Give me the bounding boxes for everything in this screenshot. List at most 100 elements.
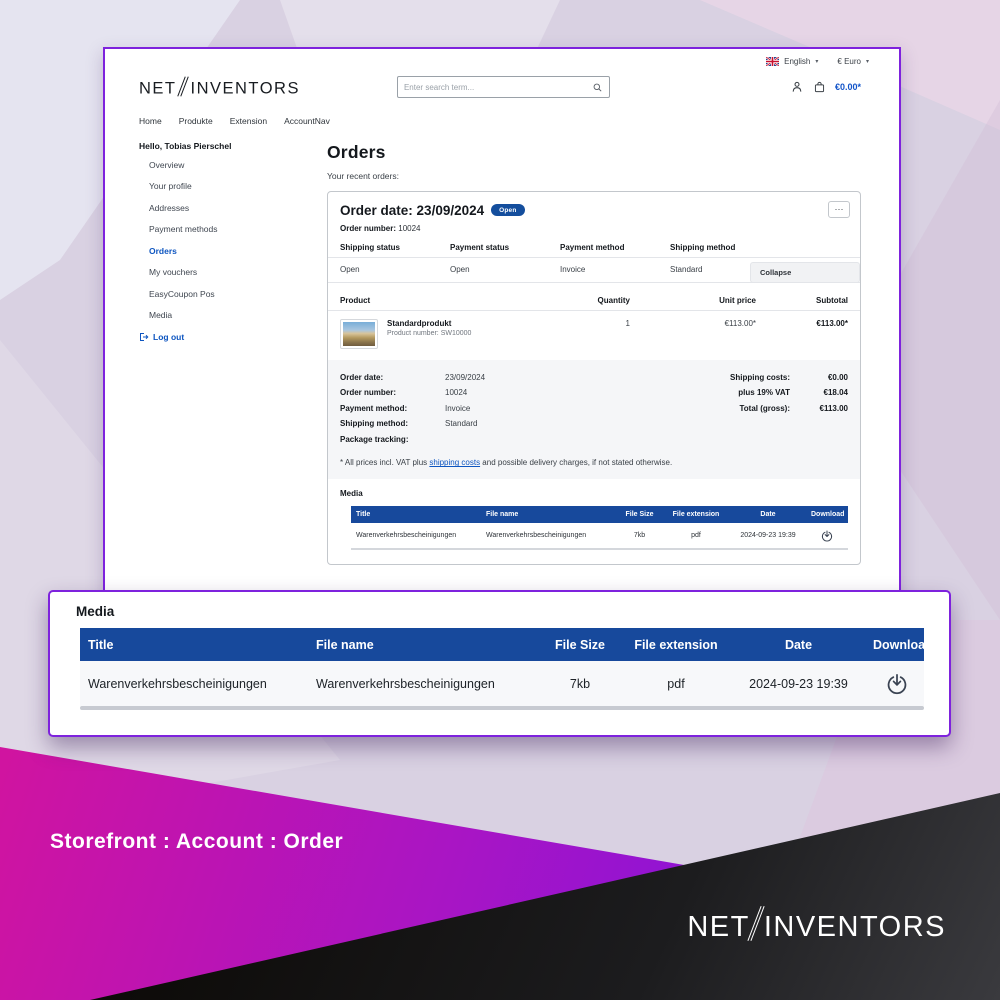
cart-bag-icon[interactable]: [813, 80, 826, 94]
val-shipping-method: Standard: [670, 264, 703, 274]
logout-button[interactable]: Log out: [139, 332, 291, 342]
slide-caption: Storefront : Account : Order: [50, 830, 344, 853]
product-row: Standardprodukt Product number: SW10000 …: [328, 311, 860, 360]
top-bar: English ▾ € Euro ▾: [105, 49, 899, 66]
media-cell-date: 2024-09-23 19:39: [749, 676, 848, 691]
media-title: Media: [340, 489, 363, 499]
detail-value: 10024: [445, 388, 468, 398]
logo-text: NET: [139, 79, 177, 98]
media-col-title: Title: [88, 637, 114, 652]
col-quantity: Quantity: [597, 295, 630, 305]
download-icon[interactable]: [821, 530, 833, 542]
total-label: Shipping costs:: [730, 372, 790, 382]
order-date-heading: Order date: 23/09/2024: [340, 202, 485, 218]
account-sidebar: Hello, Tobias Pierschel Overview Your pr…: [139, 141, 291, 566]
sidebar-item-your-profile[interactable]: Your profile: [149, 181, 192, 192]
media-col-file-extension: File extension: [672, 511, 720, 519]
val-shipping-status: Open: [340, 264, 360, 274]
sidebar-item-payment-methods[interactable]: Payment methods: [149, 224, 218, 235]
media-cell-file-size: 7kb: [569, 676, 591, 691]
logo-text: NET: [687, 911, 750, 944]
search-box: [396, 76, 610, 99]
media-cell-file-extension: pdf: [667, 676, 685, 691]
detail-label: Payment method:: [340, 403, 408, 413]
cart-total[interactable]: €0.00*: [834, 82, 861, 93]
media-callout-card: Media Title File name File Size File ext…: [48, 590, 951, 737]
media-table: Title File name File Size File extension…: [351, 506, 848, 551]
search-icon[interactable]: [592, 82, 603, 93]
product-number-label: Product number:: [387, 329, 439, 337]
product-number-value: SW10000: [440, 329, 472, 337]
media-cell-title: Warenverkehrsbescheinigungen: [356, 532, 457, 540]
collapse-button[interactable]: Collapse: [750, 261, 860, 283]
order-status-headers: Shipping status Payment status Payment m…: [328, 243, 860, 258]
nav-item-accountnav[interactable]: AccountNav: [284, 115, 330, 126]
val-payment-status: Open: [450, 264, 470, 274]
total-label: plus 19% VAT: [738, 388, 790, 398]
chevron-down-icon[interactable]: ▾: [865, 59, 869, 65]
val-payment-method: Invoice: [560, 264, 586, 274]
media-col-file-extension: File extension: [634, 637, 718, 652]
media-col-file-name: File name: [316, 637, 374, 652]
storefront-screenshot: English ▾ € Euro ▾ NET INVENTORS €0.00* H…: [103, 47, 901, 617]
nav-item-produkte[interactable]: Produkte: [178, 115, 213, 126]
media-cell-file-name: Warenverkehrsbescheinigungen: [486, 532, 587, 540]
media-section: Media Title File name File Size File ext…: [328, 479, 860, 564]
sidebar-item-addresses[interactable]: Addresses: [149, 202, 190, 213]
product-image[interactable]: [340, 318, 378, 349]
order-card: Order date: 23/09/2024 Open ··· Order nu…: [327, 190, 861, 566]
netinventors-logo: NET INVENTORS: [687, 905, 946, 944]
media-cell-file-extension: pdf: [691, 532, 701, 540]
order-number-label: Order number:: [340, 223, 397, 233]
media-cell-file-size: 7kb: [633, 532, 646, 540]
col-shipping-method: Shipping method: [670, 242, 736, 252]
main-nav: Home Produkte Extension AccountNav: [105, 99, 899, 126]
col-payment-status: Payment status: [450, 242, 510, 252]
search-input[interactable]: [403, 82, 592, 92]
page-subtitle: Your recent orders:: [327, 170, 399, 181]
logout-icon: [140, 332, 149, 341]
account-icon[interactable]: [790, 80, 804, 94]
sidebar-item-my-vouchers[interactable]: My vouchers: [149, 267, 198, 278]
detail-label: Shipping method:: [340, 419, 408, 429]
nav-item-extension[interactable]: Extension: [229, 115, 268, 126]
detail-value: 23/09/2024: [445, 372, 486, 382]
detail-label: Order date:: [340, 372, 384, 382]
price-footnote: * All prices incl. VAT plus shipping cos…: [340, 458, 673, 468]
col-unit-price: Unit price: [719, 295, 756, 305]
media-col-file-size: File Size: [554, 637, 606, 652]
more-options-icon[interactable]: ···: [828, 200, 850, 218]
table-scrollbar[interactable]: [80, 706, 924, 710]
language-selector[interactable]: English: [784, 57, 811, 66]
sidebar-item-media[interactable]: Media: [149, 310, 173, 321]
media-row: Warenverkehrsbescheinigungen Warenverkeh…: [80, 661, 924, 706]
page-title: Orders: [327, 141, 386, 162]
sidebar-item-easycoupon-pos[interactable]: EasyCoupon Pos: [149, 288, 215, 299]
media-cell-title: Warenverkehrsbescheinigungen: [88, 676, 267, 691]
currency-selector[interactable]: € Euro: [837, 57, 861, 66]
nav-item-home[interactable]: Home: [139, 115, 162, 126]
media-col-date: Date: [760, 511, 776, 519]
product-name[interactable]: Standardprodukt: [387, 318, 452, 328]
detail-value: Standard: [445, 419, 478, 429]
media-cell-date: 2024-09-23 19:39: [740, 532, 796, 540]
detail-label: Order number:: [340, 388, 397, 398]
total-value: €113.00: [819, 403, 848, 413]
chevron-down-icon[interactable]: ▾: [815, 59, 819, 65]
sidebar-item-orders[interactable]: Orders: [149, 245, 177, 256]
sidebar-greeting: Hello, Tobias Pierschel: [139, 140, 232, 151]
col-product: Product: [340, 295, 371, 305]
shop-logo[interactable]: NET INVENTORS: [139, 76, 300, 99]
total-label: Total (gross):: [739, 403, 790, 413]
logout-label: Log out: [153, 331, 185, 342]
order-details: Order date: 23/09/2024 Order number: 10024…: [328, 359, 860, 480]
product-quantity: 1: [625, 318, 630, 328]
col-shipping-status: Shipping status: [340, 242, 400, 252]
col-payment-method: Payment method: [560, 242, 625, 252]
download-icon[interactable]: [886, 673, 908, 695]
media-col-file-name: File name: [486, 511, 519, 519]
media-col-download: Download: [873, 637, 933, 652]
shipping-costs-link[interactable]: shipping costs: [429, 458, 481, 468]
order-number-value: 10024: [398, 223, 421, 233]
sidebar-item-overview[interactable]: Overview: [149, 159, 185, 170]
